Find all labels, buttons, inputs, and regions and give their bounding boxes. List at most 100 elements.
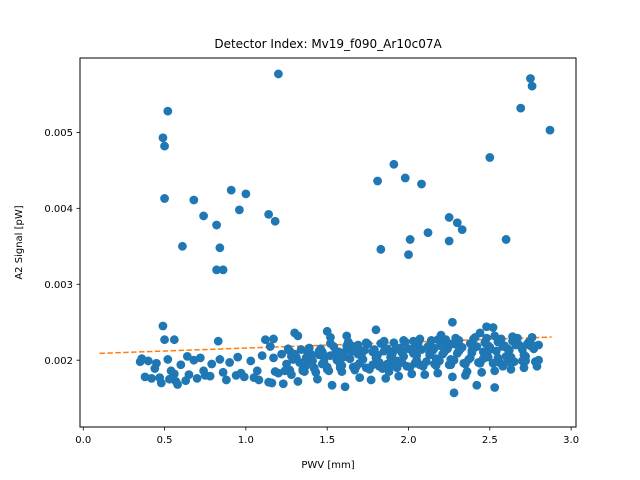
data-point (257, 351, 267, 361)
data-point (446, 339, 456, 349)
data-point (408, 348, 418, 358)
data-point (545, 125, 555, 135)
data-point (485, 153, 495, 162)
data-point (480, 338, 490, 348)
data-point (506, 364, 516, 374)
data-point (384, 367, 394, 376)
data-point (182, 351, 192, 361)
data-point (156, 378, 166, 388)
data-point (439, 347, 449, 357)
data-point (158, 133, 168, 143)
data-point (465, 353, 475, 363)
data-point (431, 354, 441, 364)
fit-line-layer (99, 336, 552, 355)
x-tick-label: 0.5 (157, 435, 173, 446)
data-point (356, 351, 366, 361)
data-point (205, 371, 215, 381)
data-point (267, 378, 277, 388)
x-tick-label: 2.5 (482, 435, 498, 446)
data-point (371, 325, 381, 335)
data-point (199, 211, 208, 221)
data-point (405, 235, 415, 244)
data-point (160, 335, 169, 345)
data-point (457, 225, 467, 234)
x-tick-label: 1.5 (319, 435, 335, 446)
data-point (379, 346, 389, 356)
data-point (280, 366, 290, 376)
data-point (511, 335, 521, 345)
x-axis-ticks: 0.0 0.5 1.0 1.5 2.0 2.5 3.0 (75, 427, 579, 446)
data-point (171, 377, 181, 386)
data-point (221, 375, 231, 385)
data-point (313, 374, 322, 384)
data-point (293, 377, 303, 386)
data-point (452, 218, 462, 228)
data-point (517, 343, 527, 353)
data-point (309, 363, 319, 373)
data-point (147, 374, 156, 383)
data-point (355, 358, 365, 368)
data-point (400, 173, 410, 183)
fit-line (99, 336, 552, 355)
data-point (516, 103, 526, 113)
data-point (176, 360, 186, 370)
data-point (423, 228, 433, 238)
data-point (373, 350, 382, 360)
data-point (314, 346, 324, 356)
data-point (392, 344, 402, 354)
data-point (433, 368, 443, 378)
data-point (339, 352, 348, 362)
data-point (417, 179, 426, 189)
data-point (254, 375, 264, 385)
data-point (501, 351, 511, 361)
data-point (483, 352, 493, 362)
data-point (353, 340, 363, 350)
data-point (501, 235, 511, 244)
data-point (448, 317, 457, 327)
plot-frame (79, 57, 577, 428)
y-axis-ticks: 0.002 0.003 0.004 0.005 (44, 128, 80, 367)
data-point (527, 333, 537, 342)
data-point (454, 346, 464, 356)
data-point (269, 334, 278, 344)
data-point (234, 205, 244, 215)
data-point (498, 361, 508, 371)
data-point (212, 265, 222, 275)
data-point (241, 189, 251, 199)
data-point (392, 356, 402, 366)
y-axis-label: A2 Signal [pW] (14, 205, 25, 279)
data-point (150, 364, 160, 373)
data-point (394, 371, 404, 381)
data-point (215, 355, 225, 364)
data-point (270, 216, 280, 226)
data-point (293, 331, 303, 341)
data-point (490, 383, 500, 392)
data-point (404, 250, 413, 260)
data-point (389, 159, 399, 169)
data-point (337, 367, 347, 376)
data-point (425, 348, 435, 357)
data-point (490, 366, 500, 376)
data-point (207, 359, 217, 369)
data-point (446, 355, 456, 364)
data-point (327, 380, 337, 390)
data-point (347, 341, 356, 351)
y-tick-label: 0.002 (44, 356, 73, 367)
data-point (158, 321, 168, 331)
data-point (288, 355, 298, 364)
data-point (283, 344, 293, 354)
data-point (239, 372, 249, 382)
data-point (199, 366, 208, 376)
data-point (321, 351, 330, 361)
data-point (461, 370, 470, 380)
x-tick-label: 2.0 (401, 435, 417, 446)
chart-title: Detector Index: Mv19_f090_Ar10c07A (214, 37, 442, 51)
x-tick-label: 3.0 (563, 435, 579, 446)
data-point (421, 357, 431, 367)
data-point (226, 185, 236, 195)
data-point (160, 194, 169, 203)
data-point (260, 335, 270, 345)
data-point (252, 366, 262, 376)
data-point (472, 380, 482, 390)
